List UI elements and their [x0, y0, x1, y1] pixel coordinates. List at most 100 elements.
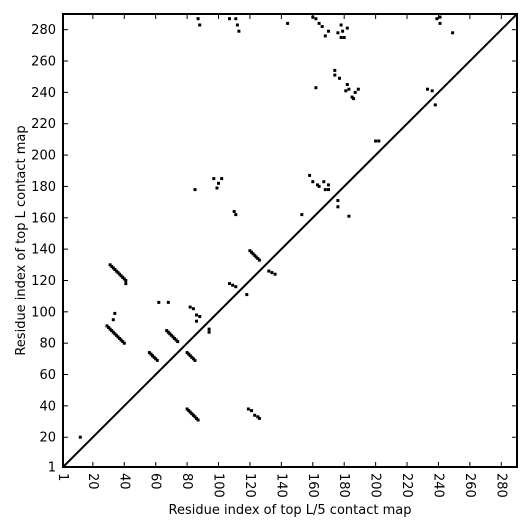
y-tick-label: 260 [31, 55, 56, 70]
x-axis-title: Residue index of top L/5 contact map [169, 503, 412, 518]
y-tick-label: 240 [31, 86, 56, 101]
x-tick-label: 220 [399, 473, 414, 498]
contact-point [430, 89, 434, 93]
contact-point [174, 338, 178, 342]
contact-point [155, 358, 159, 362]
contact-point [111, 330, 115, 334]
y-axis-title: Residue index of top L contact map [14, 125, 29, 355]
contact-point [339, 23, 343, 27]
contact-point [207, 327, 211, 331]
x-tick-label: 200 [368, 473, 383, 498]
contact-point [338, 76, 341, 80]
contact-point [124, 279, 128, 282]
y-tick-label: 280 [31, 23, 56, 38]
contact-point [190, 355, 194, 359]
plot-frame [62, 13, 518, 468]
contact-point [196, 17, 200, 21]
contact-point [353, 90, 357, 94]
contact-point [114, 269, 118, 273]
contact-point [191, 413, 195, 417]
x-tick-label: 100 [211, 473, 226, 498]
contact-point [451, 31, 455, 35]
contact-point [152, 355, 156, 359]
contact-point [245, 293, 249, 297]
contact-point [339, 36, 343, 39]
y-tick-label: 40 [39, 399, 56, 414]
contact-point [116, 335, 120, 339]
contact-point [185, 351, 189, 355]
contact-point [433, 103, 437, 107]
contact-point [195, 319, 198, 323]
contact-point [188, 305, 192, 309]
contact-point [113, 311, 117, 315]
contact-point [347, 214, 351, 218]
contact-point [168, 332, 172, 336]
contact-point [111, 266, 115, 270]
contact-point [327, 188, 330, 192]
contact-point [347, 87, 351, 91]
contact-point [345, 26, 349, 30]
contact-point [333, 73, 337, 77]
contact-point [270, 271, 274, 275]
contact-point [246, 407, 250, 411]
contact-point [154, 357, 158, 361]
contact-point [149, 352, 153, 356]
contact-point [193, 358, 197, 362]
diagonal-layer [62, 13, 518, 468]
contact-point [232, 210, 236, 213]
y-tick-label: 20 [39, 431, 56, 446]
contact-point [250, 250, 253, 254]
y-tick-label: 80 [39, 337, 56, 352]
contact-point [250, 409, 253, 413]
contact-point [166, 330, 170, 334]
contact-point [435, 17, 439, 21]
x-tick-label: 120 [242, 473, 257, 498]
contact-point [248, 249, 252, 253]
contact-point [173, 337, 176, 340]
contact-point [322, 180, 326, 184]
contact-point [314, 86, 318, 90]
contact-point [374, 139, 378, 143]
y-tick-label: 60 [39, 368, 56, 383]
contact-point [191, 307, 195, 311]
contact-point [317, 184, 321, 188]
contact-point [234, 17, 238, 21]
contact-point [344, 89, 348, 93]
y-tick-label: 100 [31, 305, 56, 320]
contact-point [323, 188, 327, 192]
x-tick-label: 40 [116, 473, 131, 490]
contact-point [157, 300, 161, 304]
x-tick-label: 60 [148, 473, 163, 490]
contact-point [165, 329, 169, 333]
contact-point [345, 83, 349, 86]
contact-point [121, 340, 125, 344]
x-tick-label: 80 [179, 473, 194, 490]
contact-point [256, 257, 260, 260]
contact-point [198, 315, 202, 318]
contact-point [257, 416, 261, 420]
contact-point [187, 352, 191, 356]
contact-point [119, 338, 123, 342]
contact-point [314, 17, 318, 21]
contact-point [234, 285, 238, 289]
contact-point [220, 177, 224, 181]
contact-point [228, 282, 231, 286]
contact-point [316, 183, 319, 187]
contact-point [352, 97, 356, 101]
contact-point [333, 68, 337, 72]
contact-point [176, 340, 180, 344]
contact-point [113, 332, 117, 336]
contact-point [124, 282, 128, 286]
contact-point [108, 263, 112, 267]
contact-point [438, 21, 442, 25]
contact-point [342, 36, 346, 39]
contact-point [256, 415, 260, 419]
y-tick-label: 1 [48, 461, 56, 476]
x-tick-label: 260 [462, 473, 477, 498]
x-tick-label: 240 [430, 473, 445, 498]
contact-point [231, 283, 235, 287]
contact-point [253, 253, 257, 257]
x-tick-label: 1 [55, 473, 70, 481]
x-tick-label: 280 [493, 473, 508, 498]
